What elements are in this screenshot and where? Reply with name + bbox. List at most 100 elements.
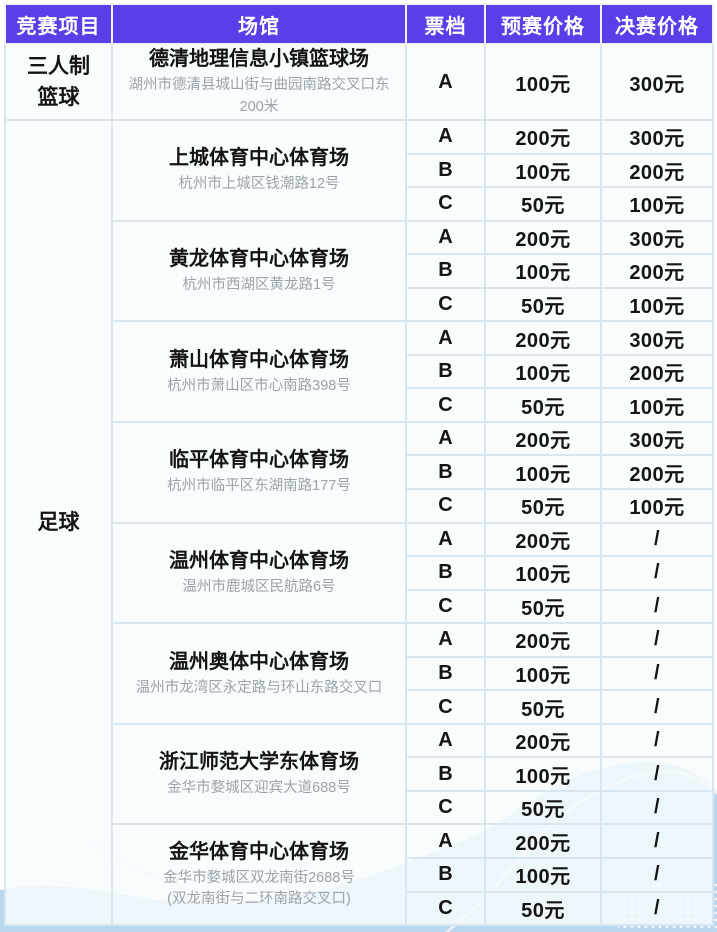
final-price-cell-label: 300元 (629, 128, 685, 151)
prelim-price-cell-label: 200元 (515, 530, 571, 553)
prelim-price-cell: 100元 (484, 152, 602, 189)
final-price-cell: 200元 (600, 253, 714, 289)
table-row: C 50元 / (5, 689, 714, 725)
prelim-price-cell: 100元 (484, 756, 602, 792)
table-row: B 100元 / (5, 857, 714, 893)
prelim-price-cell: 200元 (484, 622, 602, 658)
venue-address: 金华市婺城区双龙南街2688号 (双龙南街与二环南路交叉口) (163, 870, 355, 908)
sport-cell: 三人制 篮球 (4, 43, 113, 121)
prelim-price-cell-label: 200元 (515, 329, 571, 352)
prelim-price-cell: 50元 (484, 588, 602, 625)
ticket-price-table-wrap: 竞赛项目 场馆 票档 预赛价格 决赛价格 三人制 篮球 德清地理信息小镇篮球场 湖州… (4, 3, 714, 927)
table-row: C 50元 / (5, 588, 714, 625)
venue-name: 浙江师范大学东体育场 (159, 751, 359, 774)
table-row: 温州奥体中心体育场 温州市龙湾区永定路与环山东路交叉口 A 200元 / (5, 622, 714, 725)
table-row: C 50元 100元 (5, 387, 714, 423)
tier-cell: C (405, 689, 486, 725)
tier-cell-label: B (438, 259, 453, 282)
final-price-cell-label: 200元 (629, 363, 685, 386)
prelim-price-cell-label: 100元 (515, 73, 571, 96)
header-final-price: 决赛价格 (600, 3, 714, 45)
final-price-cell-label: / (653, 729, 661, 752)
venue-cell: 金华体育中心体育场 金华市婺城区双龙南街2688号 (双龙南街与二环南路交叉口) (111, 823, 407, 927)
final-price-cell: / (600, 857, 714, 893)
tier-cell: B (405, 756, 486, 792)
tier-cell-label: B (438, 360, 453, 383)
venue-name: 黄龙体育中心体育场 (169, 247, 349, 270)
header-prelim-price: 预赛价格 (484, 3, 602, 45)
tier-cell: A (405, 622, 486, 658)
venue-cell: 温州体育中心体育场 温州市鹿城区民航路6号 (111, 521, 407, 625)
final-price-cell: 300元 (600, 219, 714, 256)
tier-cell-label: C (438, 293, 453, 315)
venue-name: 萧山体育中心体育场 (169, 348, 349, 371)
venue-address: 杭州市萧山区市心南路398号 (167, 377, 351, 394)
sport-cell-label: 足球 (37, 510, 80, 534)
venue-cell: 德清地理信息小镇篮球场 湖州市德清县城山街与曲园南路交叉口东200米 (111, 43, 407, 121)
final-price-cell: / (600, 622, 714, 658)
prelim-price-cell: 200元 (484, 119, 602, 155)
tier-cell-label: B (438, 561, 453, 584)
tier-cell-label: C (438, 393, 453, 416)
final-price-cell-label: 200元 (629, 262, 685, 285)
final-price-cell: / (600, 588, 714, 625)
tier-cell-label: C (438, 192, 453, 215)
prelim-price-cell: 100元 (484, 353, 602, 390)
prelim-price-cell-label: 50元 (521, 899, 565, 922)
tier-cell-label: B (438, 762, 453, 785)
venue-cell: 浙江师范大学东体育场 金华市婺城区迎宾大道688号 (111, 722, 407, 826)
final-price-cell-label: / (653, 594, 661, 617)
final-price-cell-label: 300元 (629, 73, 685, 96)
final-price-cell-label: / (653, 561, 661, 584)
prelim-price-cell: 100元 (484, 454, 602, 491)
tier-cell: C (405, 286, 486, 323)
tier-cell: B (405, 655, 486, 692)
venue-name: 上城体育中心体育场 (169, 147, 349, 170)
tier-cell: A (405, 722, 486, 759)
prelim-price-cell-label: 50元 (521, 597, 565, 620)
final-price-cell-label: 100元 (629, 396, 685, 419)
final-price-cell-label: / (653, 896, 661, 919)
table-row: B 100元 200元 (5, 353, 714, 390)
prelim-price-cell: 50元 (484, 789, 602, 826)
tier-cell-label: A (438, 527, 453, 550)
tier-cell: C (405, 588, 486, 625)
tier-cell-label: C (438, 594, 453, 617)
prelim-price-cell: 100元 (484, 655, 602, 692)
final-price-cell-label: / (653, 863, 661, 886)
table-row: 三人制 篮球 德清地理信息小镇篮球场 湖州市德清县城山街与曲园南路交叉口东200米 A… (4, 43, 714, 121)
tier-cell-label: C (438, 494, 453, 517)
tier-cell: B (405, 152, 486, 189)
venue-name: 德清地理信息小镇篮球场 (149, 48, 369, 71)
header-row: 竞赛项目 场馆 票档 预赛价格 决赛价格 (4, 3, 714, 45)
table-row: 临平体育中心体育场 杭州市临平区东湖南路177号 A 200元 300元 (5, 420, 714, 524)
final-price-cell-label: 200元 (629, 161, 685, 184)
table-row: C 50元 / (5, 789, 714, 826)
final-price-cell-label: / (653, 662, 661, 685)
final-price-cell-label: 100元 (629, 195, 685, 218)
final-price-cell: 100元 (600, 186, 714, 222)
prelim-price-cell: 100元 (484, 43, 602, 121)
prelim-price-cell-label: 100元 (515, 363, 571, 386)
final-price-cell-label: / (653, 762, 661, 785)
final-price-cell: / (600, 756, 714, 792)
tier-cell-label: A (438, 225, 453, 248)
prelim-price-cell-label: 100元 (515, 866, 571, 889)
final-price-cell-label: 200元 (629, 463, 685, 486)
prelim-price-cell-label: 50元 (521, 296, 565, 318)
venue-address: 杭州市上城区钱潮路12号 (178, 176, 340, 193)
sport-cell-label: 三人制 篮球 (27, 54, 90, 110)
final-price-cell-label: / (653, 527, 661, 550)
sport-cell: 足球 (4, 118, 113, 927)
final-price-cell: / (600, 890, 714, 927)
prelim-price-cell-label: 100元 (515, 262, 571, 285)
prelim-price-cell: 200元 (484, 320, 602, 356)
tier-cell-label: A (438, 125, 453, 148)
prelim-price-cell: 200元 (484, 521, 602, 558)
final-price-cell: 100元 (600, 488, 714, 524)
prelim-price-cell: 100元 (484, 555, 602, 591)
table-row: 萧山体育中心体育场 杭州市萧山区市心南路398号 A 200元 300元 (5, 320, 714, 423)
prelim-price-cell: 200元 (484, 722, 602, 759)
table-row: C 50元 100元 (5, 186, 714, 222)
final-price-cell-label: / (653, 695, 661, 718)
